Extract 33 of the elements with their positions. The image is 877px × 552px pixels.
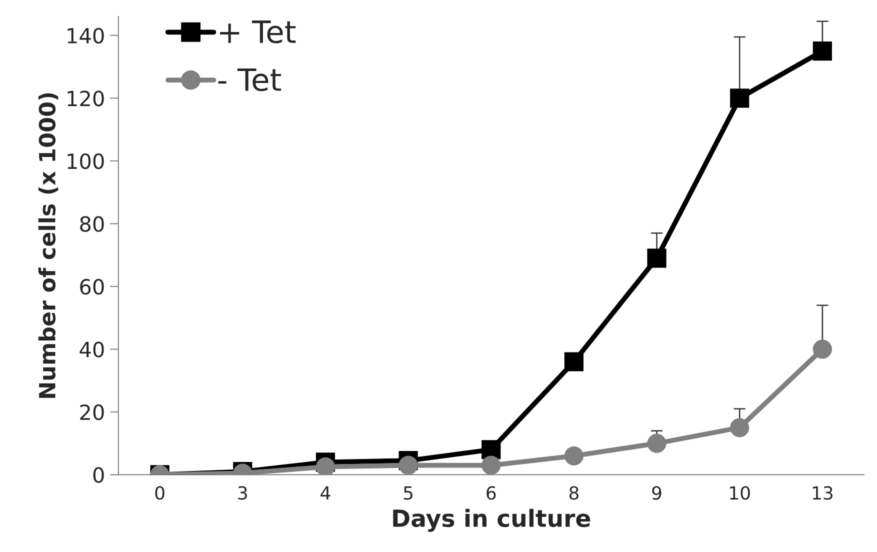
point (316, 457, 336, 475)
y-tick-label: 120 (68, 90, 104, 106)
point (730, 418, 750, 438)
y-tick-label: 100 (68, 153, 104, 170)
x-tick-label: 4 (320, 486, 330, 500)
y-tick-label: 60 (80, 278, 104, 295)
point (482, 456, 501, 475)
x-tick-label: 13 (812, 486, 832, 500)
y-tick-label: 40 (80, 342, 104, 358)
x-axis-title: Days in culture (393, 508, 590, 532)
legend-label: + Tet (220, 20, 296, 44)
point (564, 352, 584, 372)
point (564, 446, 584, 466)
legend-label: - Tet (218, 68, 282, 92)
point (482, 440, 501, 460)
point (812, 340, 832, 359)
x-tick-label: 6 (486, 486, 496, 500)
point (398, 456, 418, 475)
x-tick-label: 5 (404, 486, 412, 500)
y-tick-label: 0 (93, 467, 104, 483)
x-tick-label: 3 (238, 486, 247, 500)
y-tick-label: 80 (80, 216, 104, 232)
y-axis-title: Number of cells (x 1000) (38, 93, 58, 398)
point (647, 434, 666, 453)
x-tick-label: 10 (730, 486, 750, 500)
y-tick-label: 140 (68, 28, 104, 44)
point (730, 88, 750, 108)
point (812, 42, 832, 61)
x-tick-label: 0 (155, 486, 164, 500)
x-tick-label: 8 (569, 486, 578, 500)
point (647, 248, 666, 268)
x-tick-label: 9 (652, 486, 662, 500)
y-tick-label: 20 (80, 404, 104, 420)
